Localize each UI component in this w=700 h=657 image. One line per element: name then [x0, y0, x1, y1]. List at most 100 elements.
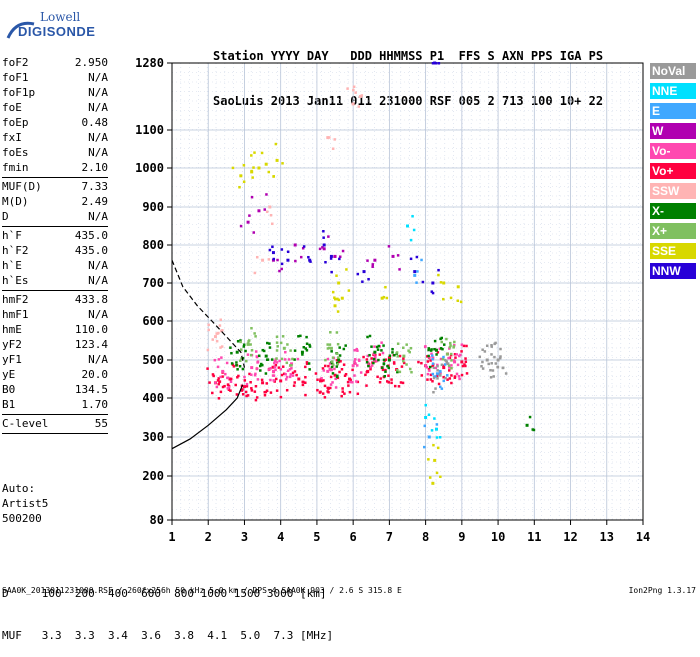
data-point-cluster	[277, 366, 281, 369]
data-point-cluster	[285, 361, 289, 365]
data-point-cluster	[220, 356, 223, 359]
data-point-cluster	[434, 366, 438, 370]
data-point-sse	[380, 296, 384, 300]
data-point-cluster	[396, 342, 400, 345]
data-point-cluster	[407, 349, 410, 352]
data-point-cluster	[343, 374, 347, 377]
data-point-cluster	[415, 255, 419, 259]
param-value: 435.0	[74, 244, 108, 257]
data-point-vo	[333, 373, 337, 377]
data-point-cluster	[367, 364, 370, 368]
data-point-cluster	[301, 353, 304, 356]
data-point-cluster	[221, 385, 225, 389]
autoscaling-info: Auto: Artist5 500200	[2, 481, 48, 526]
data-point-cluster	[254, 372, 257, 376]
data-point-x	[264, 354, 268, 358]
data-point-cluster	[396, 368, 399, 372]
data-point-cluster	[246, 353, 250, 356]
data-point-cluster	[355, 347, 359, 351]
data-point-cluster	[449, 344, 452, 347]
data-point-cluster	[396, 370, 399, 374]
data-point-cluster	[341, 387, 344, 390]
x-tick-label: 11	[527, 530, 541, 544]
data-point-cluster	[330, 368, 333, 372]
data-point-cluster	[439, 371, 442, 375]
lowell-digisonde-logo: Lowell DIGISONDE	[6, 8, 106, 46]
data-point-cluster	[330, 365, 334, 369]
data-point-cluster	[377, 344, 381, 348]
data-point-cluster	[314, 372, 318, 375]
data-point-cluster	[291, 371, 295, 375]
data-point-cluster	[436, 377, 439, 380]
param-row: foF2 2.950	[2, 56, 108, 71]
data-point-cluster	[211, 373, 215, 376]
data-point-cluster	[464, 364, 467, 368]
data-point-cluster	[354, 358, 357, 361]
data-point-cluster	[219, 390, 223, 394]
data-point-cluster	[423, 445, 426, 449]
data-point-cluster	[481, 367, 485, 370]
data-point-cluster	[225, 361, 229, 365]
data-point-cluster	[212, 374, 215, 378]
data-point-cluster	[383, 374, 387, 378]
data-point-cluster	[456, 363, 460, 367]
data-point-cluster	[250, 154, 253, 157]
data-point-vo	[290, 362, 294, 366]
data-point-cluster	[299, 334, 302, 338]
data-point-cluster	[365, 358, 369, 361]
data-point-cluster	[429, 359, 432, 362]
data-point-cluster	[301, 383, 305, 387]
data-point-cluster	[318, 391, 322, 394]
param-row: foF1p N/A	[2, 86, 108, 101]
data-point-vo	[250, 366, 254, 370]
data-point-cluster	[236, 368, 239, 371]
data-point-cluster	[421, 280, 425, 284]
data-point-cluster	[436, 351, 440, 354]
data-point-cluster	[267, 368, 271, 371]
data-point-cluster	[256, 378, 260, 381]
data-point-cluster	[328, 343, 332, 346]
data-point-cluster	[498, 356, 502, 360]
data-point-cluster	[450, 352, 453, 356]
data-point-cluster	[402, 357, 405, 360]
data-point-cluster	[250, 326, 253, 330]
data-point-cluster	[372, 352, 376, 356]
data-point-cluster	[435, 436, 439, 439]
data-point-cluster	[276, 345, 279, 348]
data-point-cluster	[268, 342, 271, 345]
param-row: hmF1 N/A	[2, 308, 108, 323]
data-point-cluster	[255, 255, 259, 259]
data-point-cluster	[366, 354, 370, 358]
data-point-vo	[279, 379, 283, 383]
data-point-cluster	[293, 349, 297, 352]
data-point-cluster	[259, 362, 263, 366]
data-point-cluster	[245, 385, 249, 388]
data-point-cluster	[215, 385, 219, 389]
data-point-cluster	[437, 62, 441, 65]
data-point-cluster	[249, 380, 252, 384]
data-point-cluster	[461, 364, 465, 368]
param-row: yF2 123.4	[2, 338, 108, 353]
data-point-cluster	[447, 369, 451, 372]
param-name: yF2	[2, 338, 22, 351]
data-point-cluster	[275, 361, 279, 364]
data-point-cluster	[336, 342, 340, 346]
data-point-cluster	[304, 393, 307, 397]
polarization-legend: NoVal NNE E W Vo- Vo+ SSW X- X+ SSE NNW	[650, 63, 696, 283]
data-point-cluster	[224, 372, 227, 376]
data-point-cluster	[279, 341, 283, 345]
auto-program: Artist5	[2, 497, 49, 510]
data-point-cluster	[420, 258, 423, 262]
data-point-cluster	[336, 374, 339, 378]
parameters-panel: foF2 2.950 foF1 N/A foF1p N/A foE N/A foEp 0.48 fx…	[2, 56, 108, 436]
data-point-cluster	[427, 413, 431, 417]
data-point-cluster	[280, 373, 284, 377]
data-point-cluster	[490, 344, 493, 347]
data-point-cluster	[218, 380, 222, 383]
data-point-cluster	[448, 377, 452, 380]
param-name: hmF2	[2, 293, 29, 306]
data-point-cluster	[297, 335, 300, 338]
data-point-cluster	[412, 228, 416, 232]
data-point-cluster	[332, 363, 335, 367]
data-point-cluster	[450, 367, 453, 370]
